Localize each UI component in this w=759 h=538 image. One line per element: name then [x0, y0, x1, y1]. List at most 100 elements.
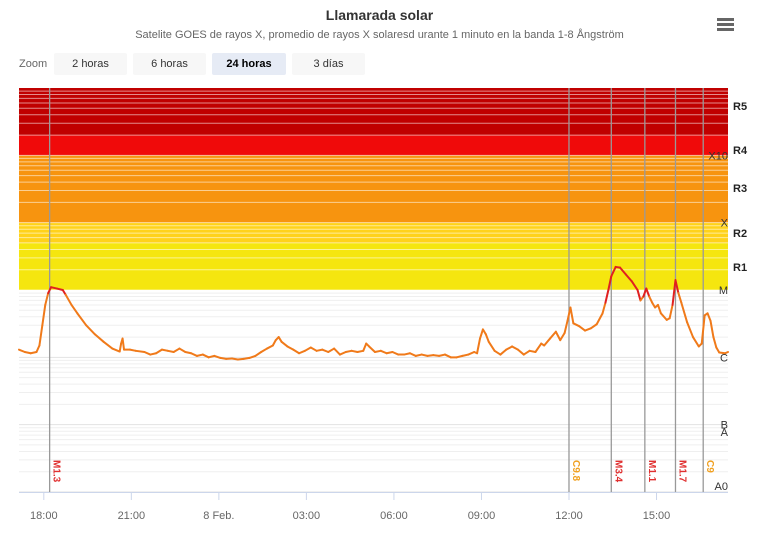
xray-flux-segment: [455, 354, 464, 359]
zoom-button-24h[interactable]: 24 horas: [212, 53, 286, 75]
xray-flux-segment: [607, 275, 613, 291]
xray-flux-segment: [595, 312, 604, 326]
xray-flux-segment: [368, 345, 376, 354]
x-tick-label: 09:00: [468, 510, 496, 522]
xray-flux-segment: [327, 347, 336, 354]
xray-flux-segment: [563, 319, 569, 334]
xray-flux-segment: [47, 286, 53, 295]
xray-flux-segment: [467, 351, 476, 356]
xray-flux-segment: [172, 347, 181, 354]
xray-flux-segment: [76, 312, 88, 327]
xray-flux-segment: [134, 349, 146, 354]
y-class-label: B: [721, 420, 728, 432]
xray-flux-segment: [559, 331, 566, 342]
xray-flux-segment: [569, 306, 575, 325]
xray-flux-segment: [93, 333, 105, 343]
xray-flux-segment: [362, 342, 368, 352]
chart-title: Llamarada solar: [325, 7, 434, 23]
y-class-label: A0: [715, 481, 728, 493]
xray-flux-segment: [522, 349, 531, 356]
xray-flux-segment: [505, 345, 514, 351]
xray-flux-segment: [35, 344, 41, 354]
xray-flux-segment: [266, 344, 274, 350]
xray-flux-segment: [38, 324, 44, 347]
xray-flux-segment: [190, 352, 198, 357]
xray-flux-segment: [584, 327, 592, 332]
xray-flux-segment: [309, 346, 318, 352]
xray-flux-segment: [260, 347, 269, 354]
xray-flux-segment: [391, 351, 400, 356]
xray-flux-segment: [511, 345, 519, 351]
xray-flux-segment: [118, 342, 123, 353]
radio-band-r5: [19, 88, 728, 136]
menu-bar: [717, 28, 734, 31]
xray-flux-segment: [443, 353, 452, 359]
x-tick-label: 06:00: [380, 510, 408, 522]
xray-flux-segment: [671, 279, 677, 306]
xray-flux-segment: [286, 345, 295, 351]
xray-flux-segment: [604, 289, 610, 304]
xray-flux-segment: [493, 349, 502, 356]
xray-flux-segment: [534, 342, 543, 354]
y-class-label: X: [721, 218, 729, 230]
xray-flux-segment: [601, 301, 607, 315]
radio-band-r3: [19, 155, 728, 223]
xray-flux-segment: [478, 328, 484, 340]
xray-flux-segment: [333, 347, 341, 356]
menu-bar: [717, 23, 734, 26]
radio-band-r4: [19, 135, 728, 156]
xray-flux-segment: [248, 354, 257, 359]
y-class-label: M: [719, 285, 728, 297]
xray-flux-segment: [636, 289, 642, 302]
xray-flux-segment: [677, 292, 683, 304]
xray-flux-segment: [648, 295, 654, 304]
xray-flux-segment: [303, 346, 312, 352]
xray-flux-segment: [674, 279, 680, 295]
y-class-label: A: [721, 427, 729, 439]
zoom-button-6h[interactable]: 6 horas: [133, 53, 206, 75]
xray-flux-segment: [668, 303, 674, 320]
x-tick-label: 21:00: [118, 510, 146, 522]
xray-flux-segment: [379, 349, 388, 355]
radio-band-r1: [19, 242, 728, 290]
xray-flux-segment: [298, 349, 306, 355]
xray-flux-segment: [724, 351, 729, 355]
xray-flux-segment: [516, 348, 525, 356]
x-tick-label: 12:00: [555, 510, 583, 522]
xray-flux-segment: [64, 293, 73, 306]
xray-flux-segment: [645, 287, 651, 298]
radio-level-label-r3: R3: [733, 183, 747, 195]
xray-flux-segment: [207, 354, 216, 359]
xray-flux-segment: [700, 314, 706, 345]
xray-flux-segment: [499, 348, 508, 356]
radio-level-label-r2: R2: [733, 228, 747, 240]
xray-flux-segment: [549, 330, 557, 340]
xray-flux-segment: [18, 348, 26, 354]
zoom-button-2h[interactable]: 2 horas: [54, 53, 127, 75]
flare-label: M1.7: [676, 460, 687, 483]
xray-flux-segment: [630, 280, 639, 291]
menu-bar: [717, 18, 734, 21]
xray-flux-segment: [487, 340, 496, 352]
xray-flux-segment: [408, 352, 417, 357]
xray-flux-segment: [578, 325, 587, 332]
hamburger-menu-icon[interactable]: [711, 12, 739, 38]
x-tick-label: 18:00: [30, 510, 58, 522]
y-class-label: X10: [708, 150, 728, 162]
xray-flux-segment: [254, 351, 263, 357]
xray-flux-segment: [543, 337, 552, 347]
chart-subtitle: Satelite GOES de rayos X, promedio de ra…: [135, 29, 624, 41]
xray-flux-segment: [280, 340, 289, 348]
zoom-button-3d[interactable]: 3 días: [292, 53, 365, 75]
xray-flux-segment: [624, 273, 633, 283]
xray-flux-segment: [691, 336, 700, 348]
xray-flux-segment: [201, 353, 210, 359]
xray-flux-segment: [554, 330, 562, 342]
xray-flux-segment: [292, 348, 301, 355]
xray-flux-segment: [659, 312, 668, 321]
flare-label: M1.3: [51, 460, 62, 483]
xray-flux-segment: [476, 337, 481, 355]
xray-flux-segment: [121, 337, 126, 351]
x-tick-label: 15:00: [643, 510, 671, 522]
